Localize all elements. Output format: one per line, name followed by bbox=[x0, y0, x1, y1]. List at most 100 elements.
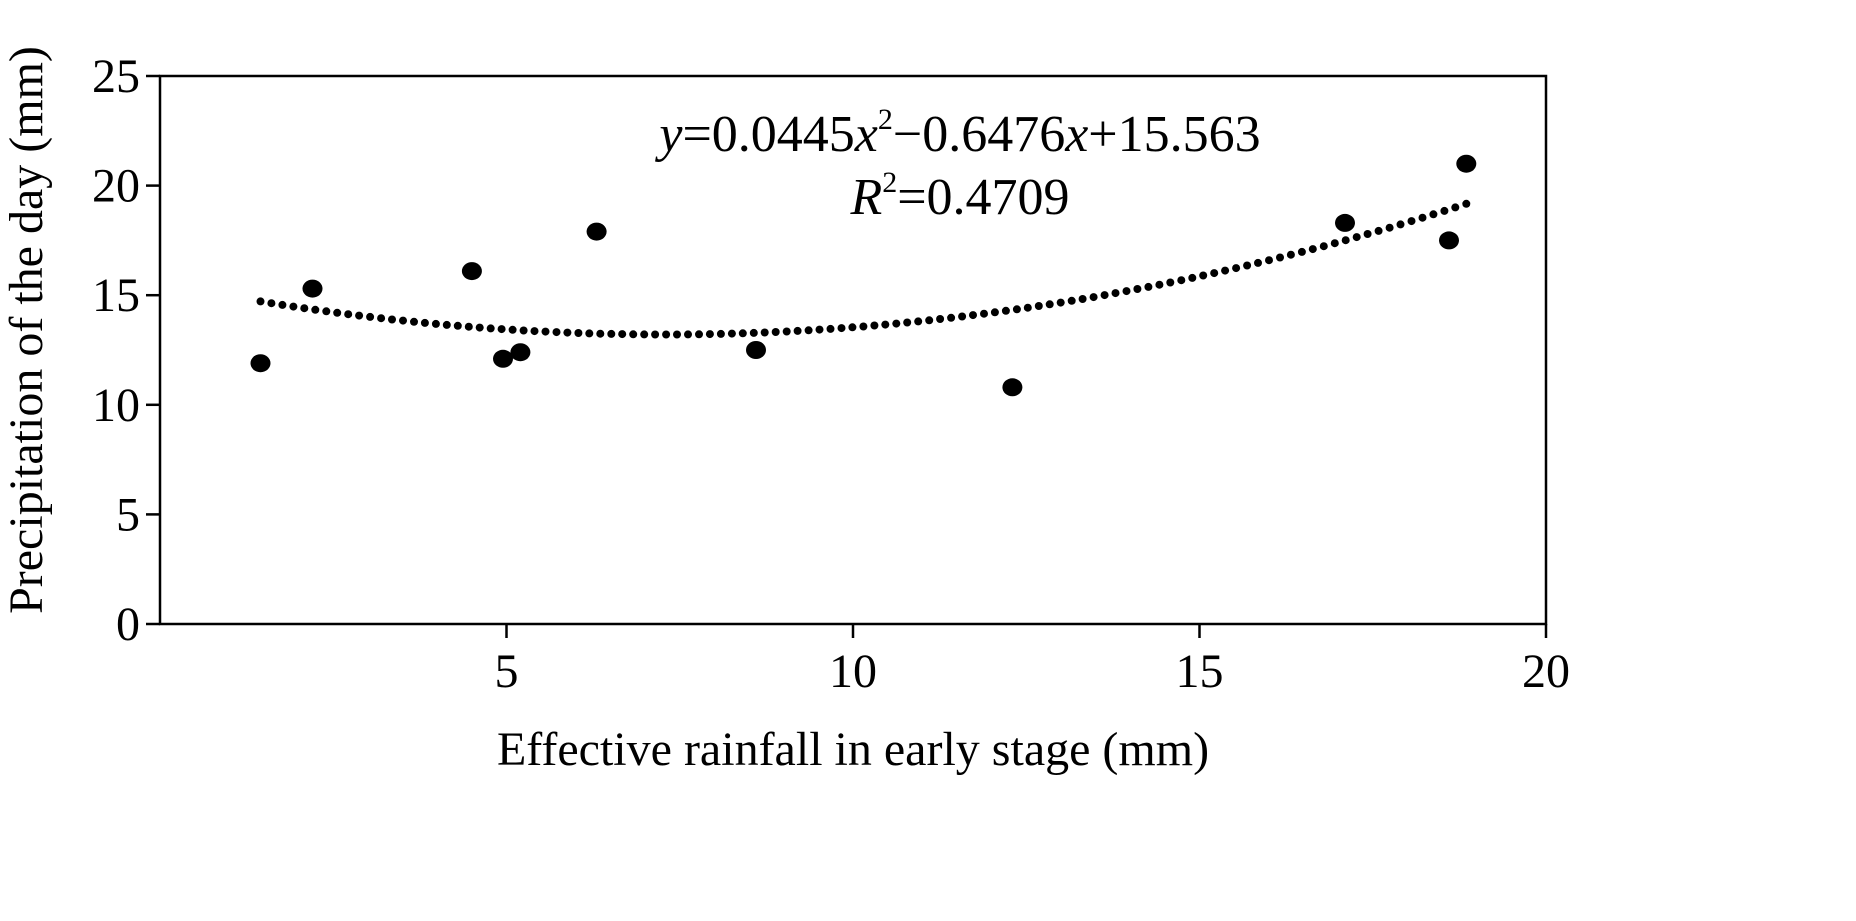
trendline-dot bbox=[278, 300, 287, 309]
trendline-dot bbox=[1451, 203, 1460, 212]
eq-exponent: 2 bbox=[878, 103, 893, 136]
trendline-dot bbox=[596, 329, 605, 338]
trendline-dot bbox=[322, 307, 331, 316]
trendline-dot bbox=[552, 328, 561, 337]
trendline-dot bbox=[1056, 298, 1065, 307]
y-tick-label: 25 bbox=[92, 50, 140, 103]
trendline-dot bbox=[256, 297, 265, 306]
trendline-dot bbox=[990, 308, 999, 317]
trendline-dot bbox=[475, 323, 484, 332]
trendline-dot bbox=[607, 329, 616, 338]
trendline-dot bbox=[1210, 269, 1219, 278]
trendline-dot bbox=[958, 312, 967, 321]
trendline-dot bbox=[530, 327, 539, 336]
trendline-dot bbox=[815, 325, 824, 334]
r2-var: R bbox=[849, 169, 882, 226]
trendline-dot bbox=[892, 319, 901, 328]
trendline-dot bbox=[333, 308, 342, 317]
eq-coef-b: −0.6476 bbox=[893, 106, 1065, 163]
trendline-dot bbox=[618, 330, 627, 339]
trendline-dot bbox=[947, 313, 956, 322]
y-tick-label: 5 bbox=[116, 488, 140, 541]
trendline-dot bbox=[651, 330, 660, 339]
trendline-dot bbox=[1221, 266, 1230, 275]
trendline-dot bbox=[355, 311, 364, 320]
trendline-dot bbox=[1265, 256, 1273, 265]
trendline-dot bbox=[1341, 236, 1350, 245]
trendline-dot bbox=[1122, 287, 1131, 296]
trendline-dot bbox=[1308, 245, 1317, 254]
r-squared-label: R2=0.4709 bbox=[849, 166, 1069, 226]
trendline-dot bbox=[969, 311, 977, 320]
trendline-dot bbox=[519, 326, 528, 335]
trendline bbox=[256, 199, 1471, 339]
trendline-dot bbox=[289, 302, 298, 311]
trendline-dot bbox=[399, 316, 407, 325]
trendline-dot bbox=[903, 318, 912, 327]
trendline-dot bbox=[782, 327, 791, 336]
r2-value: =0.4709 bbox=[897, 169, 1069, 226]
trendline-dot bbox=[311, 305, 320, 314]
trendline-dot bbox=[640, 330, 649, 339]
trendline-dot bbox=[1352, 233, 1361, 242]
data-point bbox=[1456, 154, 1477, 173]
trendline-dot bbox=[684, 330, 692, 339]
trendline-dot bbox=[1462, 199, 1471, 208]
trendline-dot bbox=[563, 328, 572, 337]
trendline-dot bbox=[1330, 239, 1339, 248]
x-tick-label: 20 bbox=[1522, 645, 1570, 698]
trendline-dot bbox=[1155, 280, 1164, 289]
trendline-dot bbox=[377, 314, 386, 323]
trendline-dot bbox=[936, 315, 945, 323]
trendline-dot bbox=[1418, 213, 1427, 222]
trendline-dot bbox=[420, 318, 429, 327]
data-point bbox=[1335, 213, 1355, 232]
trendline-dot bbox=[925, 316, 934, 325]
trendline-dot bbox=[1067, 296, 1076, 305]
trendline-dot bbox=[1144, 282, 1153, 291]
trendline-dot bbox=[1385, 223, 1394, 232]
trendline-dot bbox=[673, 330, 681, 339]
eq-y-var: y bbox=[654, 106, 683, 163]
trendline-dot bbox=[1023, 303, 1032, 312]
trendline-dot bbox=[508, 325, 517, 334]
trendline-dot bbox=[1232, 264, 1241, 273]
trendline-dot bbox=[1407, 217, 1416, 226]
x-tick-label: 10 bbox=[829, 645, 877, 698]
trendline-dot bbox=[1034, 302, 1043, 310]
y-tick-label: 0 bbox=[116, 598, 140, 651]
trendline-dot bbox=[727, 329, 736, 338]
trendline-dot bbox=[629, 330, 638, 339]
data-point bbox=[493, 349, 513, 368]
trendline-dot bbox=[1297, 247, 1306, 256]
eq-coef-c: +15.563 bbox=[1088, 106, 1260, 163]
eq-x-var-2: x bbox=[1064, 106, 1088, 163]
eq-x-var: x bbox=[854, 106, 878, 163]
trendline-dot bbox=[716, 329, 725, 338]
trendline-dot bbox=[541, 327, 550, 336]
trendline-dot bbox=[1254, 258, 1262, 267]
trendline-dot bbox=[300, 304, 309, 313]
trendline-dot bbox=[837, 324, 846, 333]
data-points bbox=[250, 154, 1477, 397]
trendline-dot bbox=[1396, 220, 1405, 229]
trendline-dot bbox=[464, 322, 473, 331]
trendline-dot bbox=[1319, 242, 1328, 251]
trendline-dot bbox=[497, 325, 506, 334]
eq-coef-a: =0.0445 bbox=[682, 106, 854, 163]
trendline-dot bbox=[771, 328, 780, 336]
trendline-dot bbox=[1078, 295, 1087, 303]
trendline-dot bbox=[1012, 305, 1021, 314]
trendline-dot bbox=[826, 324, 835, 333]
trendline-dot bbox=[695, 330, 703, 339]
y-axis-title: Precipitation of the day (mm) bbox=[0, 46, 53, 614]
trendline-dot bbox=[1133, 285, 1142, 293]
trendline-dot bbox=[1089, 293, 1098, 302]
trendline-dot bbox=[914, 317, 923, 326]
trendline-dot bbox=[585, 329, 594, 338]
trendline-dot bbox=[738, 329, 747, 338]
trendline-dot bbox=[1286, 250, 1295, 259]
data-point bbox=[461, 262, 482, 281]
trendline-dot bbox=[1100, 291, 1109, 300]
trendline-dot bbox=[705, 330, 714, 339]
